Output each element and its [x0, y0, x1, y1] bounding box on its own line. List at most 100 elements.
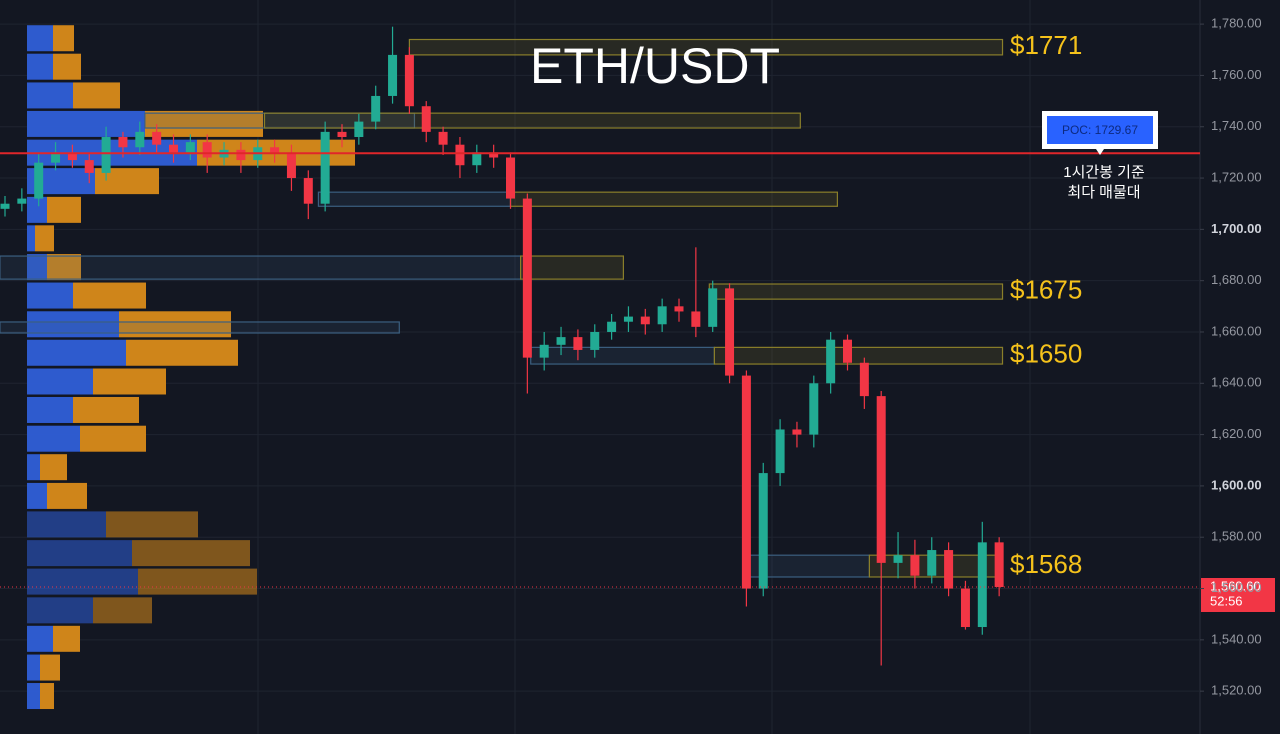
- profile-sell-bar: [53, 53, 81, 80]
- y-tick-label: 1,560.00: [1211, 580, 1262, 595]
- last-price-label: 1,560.60: [1210, 578, 1261, 593]
- profile-sell-bar: [53, 25, 74, 52]
- candle-body: [590, 331, 600, 350]
- candle-body: [859, 362, 869, 397]
- candle-body: [84, 160, 94, 173]
- profile-sell-bar: [47, 482, 87, 509]
- candle-body: [101, 136, 111, 173]
- zone: [0, 255, 522, 280]
- candle-body: [674, 306, 684, 312]
- zone-label: $1675: [1010, 274, 1082, 304]
- candle-body: [337, 131, 347, 137]
- profile-buy-bar: [27, 282, 73, 309]
- profile-buy-bar: [27, 368, 93, 395]
- zone-label: $1568: [1010, 549, 1082, 579]
- candle-body: [741, 375, 751, 589]
- zone: [0, 321, 400, 334]
- candle-body: [0, 203, 10, 209]
- candle-body: [185, 142, 195, 153]
- grid-layer: [0, 23, 1200, 692]
- y-tick-label: 1,600.00: [1211, 477, 1262, 492]
- candle-body: [489, 152, 499, 158]
- y-tick-label: 1,760.00: [1211, 67, 1262, 82]
- candle-body: [607, 321, 617, 332]
- candle-body: [775, 429, 785, 474]
- profile-sell-bar: [126, 339, 238, 366]
- candle-body: [994, 542, 1004, 587]
- zone: [263, 112, 801, 129]
- y-tick-label: 1,680.00: [1211, 272, 1262, 287]
- profile-buy-bar: [27, 339, 126, 366]
- zones: [0, 38, 1004, 578]
- profile-buy-bar: [27, 396, 73, 423]
- y-tick-label: 1,720.00: [1211, 169, 1262, 184]
- profile-buy-bar: [27, 110, 145, 137]
- profile-sell-bar: [53, 625, 80, 652]
- candle-body: [792, 429, 802, 435]
- candle-body: [910, 555, 920, 576]
- candle-body: [809, 383, 819, 435]
- profile-buy-bar: [27, 654, 40, 681]
- candle-body: [421, 106, 431, 132]
- candle-body: [944, 550, 954, 589]
- zone-label: $1650: [1010, 339, 1082, 369]
- profile-sell-bar: [93, 368, 166, 395]
- profile-sell-bar: [40, 683, 54, 710]
- zone-label: $1771: [1010, 30, 1082, 60]
- candle-body: [118, 136, 128, 148]
- candle-body: [640, 316, 650, 325]
- candle-body: [320, 131, 330, 204]
- zone: [713, 346, 1004, 365]
- profile-sell-bar: [93, 597, 152, 624]
- candle-body: [51, 152, 61, 163]
- candle-body: [708, 288, 718, 327]
- candle-body: [556, 337, 566, 345]
- poc-label: POC: 1729.67: [1062, 123, 1138, 137]
- profile-sell-bar: [35, 225, 54, 252]
- poc-note: 1시간봉 기준: [1063, 164, 1145, 181]
- candle-body: [67, 152, 77, 161]
- profile-buy-bar: [27, 568, 138, 595]
- profile-buy-bar: [27, 25, 53, 52]
- last-price-timer: 52:56: [1210, 593, 1243, 608]
- y-tick-label: 1,580.00: [1211, 529, 1262, 544]
- profile-buy-bar: [27, 254, 47, 281]
- candle-body: [152, 131, 162, 145]
- candle-body: [893, 555, 903, 563]
- zone: [530, 346, 715, 365]
- candles: [0, 26, 1004, 666]
- candle-body: [34, 162, 44, 199]
- zone: [509, 191, 838, 207]
- profile-buy-bar: [27, 683, 40, 710]
- candle-body: [843, 339, 852, 363]
- y-tick-label: 1,520.00: [1211, 683, 1262, 698]
- candle-body: [286, 152, 296, 179]
- candle-body: [960, 588, 970, 628]
- profile-buy-bar: [27, 482, 47, 509]
- candle-body: [236, 149, 246, 161]
- candle-body: [725, 288, 735, 376]
- candle-body: [472, 152, 482, 166]
- candle-body: [404, 54, 414, 107]
- y-tick-label: 1,660.00: [1211, 323, 1262, 338]
- profile-sell-bar: [73, 396, 139, 423]
- y-tick-label: 1,640.00: [1211, 375, 1262, 390]
- chart-title: ETH/USDT: [530, 38, 780, 94]
- profile-buy-bar: [27, 511, 106, 538]
- profile-buy-bar: [27, 425, 80, 452]
- zone: [317, 191, 512, 207]
- candle-body: [573, 337, 583, 350]
- candle-body: [17, 198, 27, 204]
- profile-buy-bar: [27, 53, 53, 80]
- candle-body: [876, 396, 886, 563]
- y-tick-label: 1,740.00: [1211, 118, 1262, 133]
- candle-body: [169, 144, 178, 153]
- candle-body: [522, 198, 532, 358]
- profile-sell-bar: [47, 196, 81, 223]
- zone: [708, 283, 1004, 300]
- candle-body: [623, 316, 633, 322]
- candle-body: [691, 311, 701, 327]
